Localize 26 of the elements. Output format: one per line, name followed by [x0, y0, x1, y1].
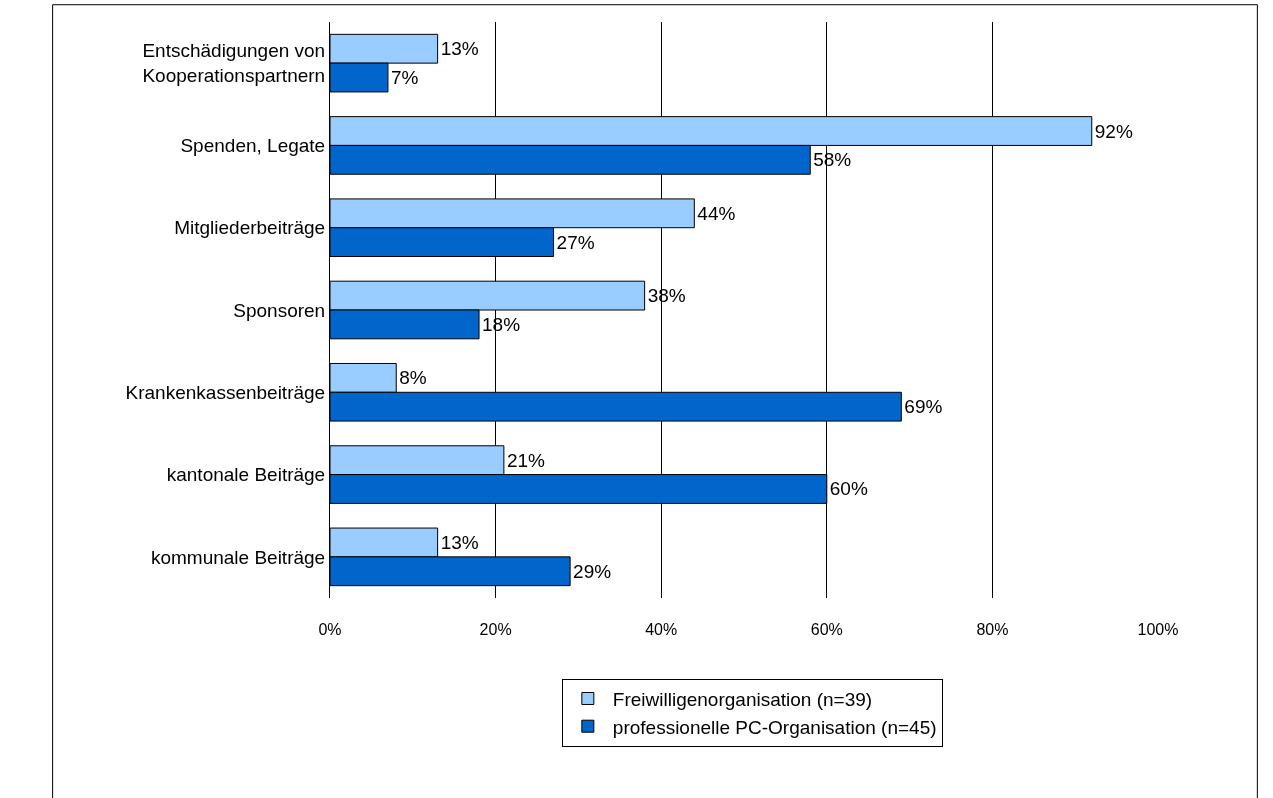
- x-tick-label: 80%: [976, 621, 1009, 638]
- legend-label: professionelle PC-Organisation (n=45): [612, 716, 937, 738]
- data-label: 69%: [904, 396, 943, 418]
- y-tick-label: kantonale Beiträge: [166, 464, 326, 486]
- data-label: 60%: [829, 478, 868, 500]
- y-tick-label: Entschädigungen von Kooperationspartnern: [142, 40, 326, 87]
- x-tick-label: 0%: [318, 621, 342, 638]
- data-label: 13%: [440, 38, 479, 60]
- x-tick-label: 40%: [645, 621, 678, 638]
- data-label: 29%: [573, 560, 612, 582]
- data-label: 13%: [440, 531, 479, 553]
- y-tick-label: Sponsoren: [233, 299, 326, 321]
- legend-label: Freiwilligenorganisation (n=39): [612, 688, 873, 710]
- data-label: 7%: [390, 67, 419, 89]
- data-label: 8%: [399, 367, 427, 389]
- y-tick-label: Krankenkassenbeiträge: [125, 381, 326, 403]
- y-tick-label: kommunale Beiträge: [150, 546, 326, 568]
- y-tick-label: Spenden, Legate: [180, 135, 326, 157]
- data-label: 44%: [697, 202, 736, 224]
- y-tick-label: Mitgliederbeiträge: [174, 217, 326, 239]
- data-label: 27%: [556, 231, 595, 253]
- x-tick-label: 20%: [479, 621, 512, 638]
- data-label: 21%: [506, 449, 546, 471]
- data-label: 92%: [1094, 120, 1133, 142]
- x-tick-label: 60%: [810, 621, 843, 638]
- x-tick-label: 100%: [1137, 621, 1179, 638]
